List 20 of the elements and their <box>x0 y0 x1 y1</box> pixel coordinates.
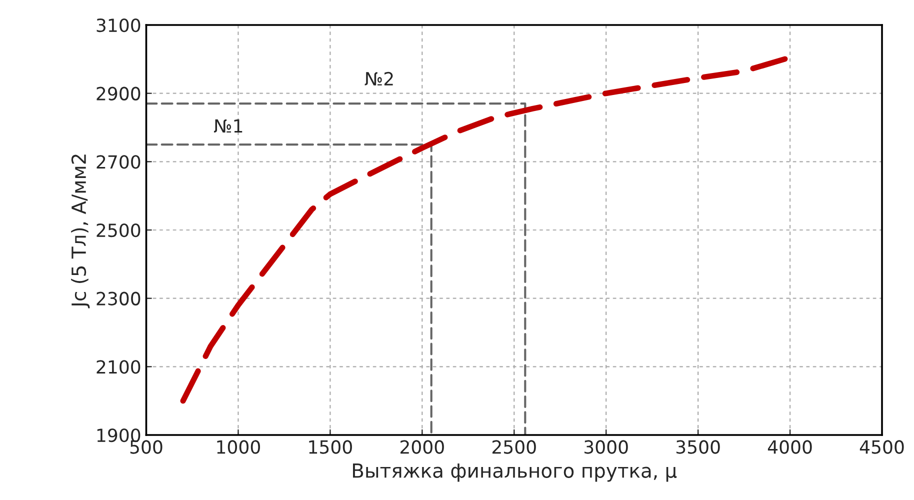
annotation: №1 <box>214 119 242 132</box>
y-tick-label: 2900 <box>96 86 140 100</box>
x-tick-label: 2000 <box>400 440 444 454</box>
x-tick-label: 3000 <box>584 440 628 454</box>
x-tick-label: 4500 <box>860 440 904 454</box>
y-tick-label: 3100 <box>96 18 140 32</box>
x-tick-label: 3500 <box>676 440 720 454</box>
x-tick-label: 500 <box>130 440 162 454</box>
x-tick-label: 4000 <box>768 440 812 454</box>
annotation: №2 <box>364 72 393 86</box>
x-axis-title: Вытяжка финального прутка, μ <box>353 463 677 482</box>
y-tick-label: 2300 <box>96 292 140 306</box>
x-tick-label: 2500 <box>492 440 536 454</box>
y-tick-label: 2500 <box>96 223 140 238</box>
y-axis-title: Jc (5 Тл), А/мм2 <box>71 154 90 308</box>
y-tick-label: 2100 <box>96 360 140 374</box>
x-tick-label: 1500 <box>309 440 352 454</box>
y-tick-label: 2700 <box>96 155 140 169</box>
y-tick-label: 1900 <box>97 428 140 442</box>
x-tick-label: 1000 <box>217 440 260 454</box>
